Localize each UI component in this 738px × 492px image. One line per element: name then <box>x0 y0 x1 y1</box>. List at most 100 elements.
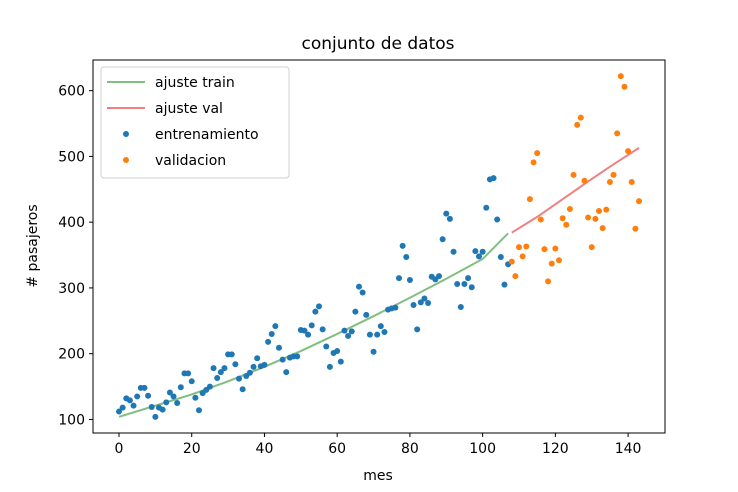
point-validacion <box>621 83 628 90</box>
point-validacion <box>577 114 584 121</box>
point-entrenamiento <box>377 323 384 330</box>
point-entrenamiento <box>166 389 173 396</box>
point-entrenamiento <box>276 344 282 351</box>
point-entrenamiento <box>494 216 501 223</box>
legend-label-ajuste-train: ajuste train <box>155 75 235 91</box>
y-tick-label: 400 <box>58 215 85 231</box>
series-layer <box>116 73 642 420</box>
point-validacion <box>596 207 602 214</box>
point-validacion <box>606 179 613 186</box>
point-entrenamiento <box>454 280 461 287</box>
point-entrenamiento <box>177 384 184 391</box>
point-entrenamiento <box>348 328 355 335</box>
point-entrenamiento <box>217 369 224 376</box>
point-entrenamiento <box>497 254 504 261</box>
y-tick-label: 300 <box>58 281 85 297</box>
point-entrenamiento <box>239 386 246 393</box>
point-entrenamiento <box>312 308 319 315</box>
point-entrenamiento <box>254 355 261 362</box>
y-tick-label: 200 <box>58 347 85 363</box>
point-entrenamiento <box>206 383 213 390</box>
point-entrenamiento <box>414 326 421 333</box>
point-validacion <box>552 245 559 252</box>
x-tick-label: 100 <box>469 441 496 457</box>
point-entrenamiento <box>319 326 326 333</box>
point-entrenamiento <box>301 327 308 334</box>
point-entrenamiento <box>352 308 359 315</box>
point-entrenamiento <box>126 397 133 404</box>
point-validacion <box>545 278 552 285</box>
point-entrenamiento <box>490 175 497 182</box>
point-entrenamiento <box>374 331 381 338</box>
point-validacion <box>585 214 592 221</box>
point-entrenamiento <box>356 283 362 290</box>
point-entrenamiento <box>410 302 417 309</box>
point-entrenamiento <box>283 369 290 376</box>
point-entrenamiento <box>174 400 181 407</box>
x-tick-label: 0 <box>115 441 124 457</box>
y-tick-label: 500 <box>58 149 85 165</box>
x-tick-label: 40 <box>256 441 274 457</box>
point-validacion <box>512 273 519 280</box>
point-entrenamiento <box>308 322 315 329</box>
plot-frame <box>92 59 666 434</box>
point-validacion <box>556 257 562 264</box>
point-entrenamiento <box>483 204 490 211</box>
point-entrenamiento <box>214 375 221 382</box>
point-entrenamiento <box>501 281 508 288</box>
point-entrenamiento <box>228 351 235 358</box>
legend-box <box>100 66 290 179</box>
point-entrenamiento <box>363 311 370 318</box>
point-entrenamiento <box>152 413 159 420</box>
y-tick-label: 100 <box>58 412 85 428</box>
series-line-ajuste-val <box>511 147 640 234</box>
point-entrenamiento <box>221 365 228 372</box>
point-validacion <box>534 150 541 157</box>
point-entrenamiento <box>392 304 399 311</box>
x-tick-label: 80 <box>401 441 419 457</box>
point-entrenamiento <box>439 236 446 243</box>
legend-label-entrenamiento: entrenamiento <box>155 127 259 143</box>
point-entrenamiento <box>468 284 475 291</box>
point-entrenamiento <box>334 348 341 355</box>
point-entrenamiento <box>246 369 253 376</box>
point-entrenamiento <box>472 248 479 255</box>
point-entrenamiento <box>381 328 388 335</box>
chart-title: conjunto de datos <box>301 34 454 54</box>
point-entrenamiento <box>399 242 406 249</box>
point-validacion <box>574 121 581 128</box>
point-entrenamiento <box>370 348 377 355</box>
x-tick-label: 120 <box>542 441 569 457</box>
point-entrenamiento <box>421 295 428 302</box>
point-entrenamiento <box>130 402 137 409</box>
x-axis: 0 20 40 60 80 100 120 140 <box>115 433 641 457</box>
point-entrenamiento <box>465 275 472 282</box>
point-validacion <box>523 243 530 250</box>
point-entrenamiento <box>323 343 330 350</box>
point-validacion <box>548 260 555 267</box>
legend: ajuste train ajuste val entrenamiento valid… <box>100 66 290 179</box>
point-entrenamiento <box>403 254 410 261</box>
point-validacion <box>530 159 537 166</box>
y-axis: 100 200 300 400 500 600 <box>58 84 93 428</box>
point-entrenamiento <box>261 361 268 368</box>
series-line-ajuste-train <box>118 232 509 418</box>
legend-label-validacion: validacion <box>155 153 226 169</box>
point-entrenamiento <box>232 361 239 368</box>
point-validacion <box>610 171 617 178</box>
point-entrenamiento <box>148 403 155 410</box>
point-entrenamiento <box>119 404 126 411</box>
point-validacion <box>570 171 577 178</box>
point-entrenamiento <box>417 299 424 306</box>
point-entrenamiento <box>279 356 286 363</box>
y-axis-label: # pasajeros <box>25 204 41 287</box>
point-entrenamiento <box>446 215 453 222</box>
x-tick-label: 60 <box>328 441 346 457</box>
point-entrenamiento <box>116 408 122 415</box>
point-entrenamiento <box>268 330 275 337</box>
point-entrenamiento <box>294 353 301 360</box>
point-validacion <box>625 148 632 155</box>
point-entrenamiento <box>461 280 468 287</box>
point-validacion <box>526 196 533 203</box>
